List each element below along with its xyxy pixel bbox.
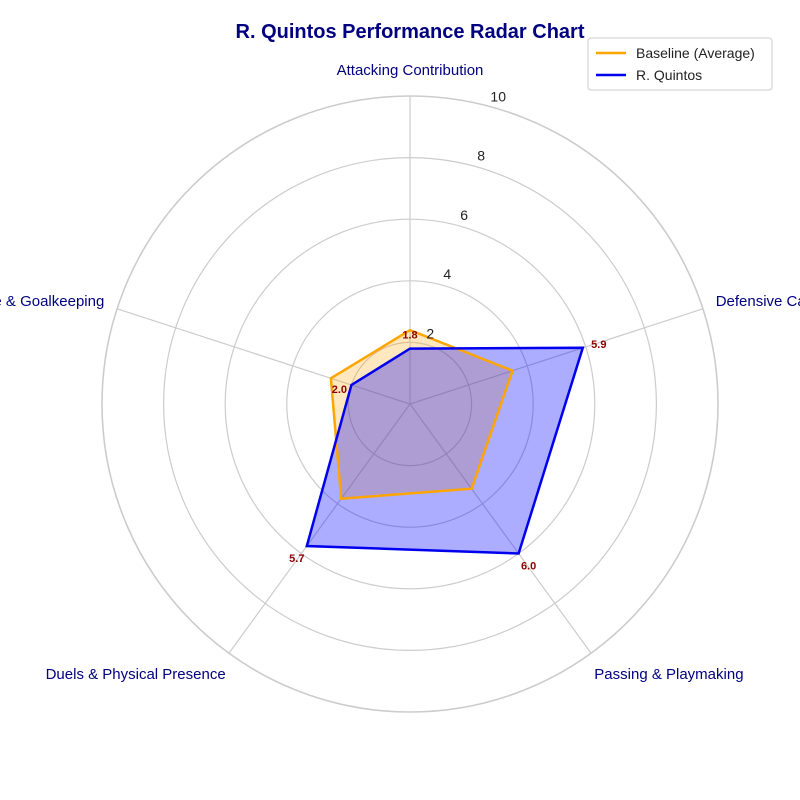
series-area <box>330 330 513 499</box>
series-line <box>305 346 585 555</box>
axis-label: Defensive Capability <box>716 293 800 310</box>
data-label: 1.8 <box>402 330 417 342</box>
tick-label: 2 <box>426 325 434 341</box>
spoke-line <box>228 403 411 654</box>
tick-layer: 2 4 6 8 10 <box>426 88 506 341</box>
axis-label: Attacking Contribution <box>337 62 484 79</box>
data-label: 5.7 <box>289 553 304 565</box>
spoke-line <box>409 308 704 405</box>
legend-label-baseline: Baseline (Average) <box>636 45 755 61</box>
legend-label-quintos: R. Quintos <box>636 67 702 83</box>
axis-label: Discipline & Goalkeeping <box>0 293 104 310</box>
spoke-line <box>116 308 411 405</box>
tick-label: 6 <box>460 207 468 223</box>
data-label: 2.0 <box>332 384 347 396</box>
series-layer <box>305 328 585 555</box>
tick-label: 4 <box>443 266 451 282</box>
data-label: 5.9 <box>591 339 606 351</box>
legend-box <box>587 37 773 91</box>
grid-layer <box>101 95 719 713</box>
data-label: 6.0 <box>521 561 536 573</box>
legend: Baseline (Average) R. Quintos <box>587 37 773 91</box>
chart-title: R. Quintos Performance Radar Chart <box>236 21 585 43</box>
series-area <box>306 347 583 554</box>
series-line <box>329 328 515 501</box>
label-layer: Attacking Contribution Defensive Capabili… <box>0 62 800 683</box>
axis-label: Passing & Playmaking <box>594 666 743 683</box>
axis-label: Duels & Physical Presence <box>46 666 226 683</box>
tick-label: 10 <box>490 88 506 104</box>
tick-label: 8 <box>477 148 485 164</box>
spoke-line <box>409 403 592 654</box>
